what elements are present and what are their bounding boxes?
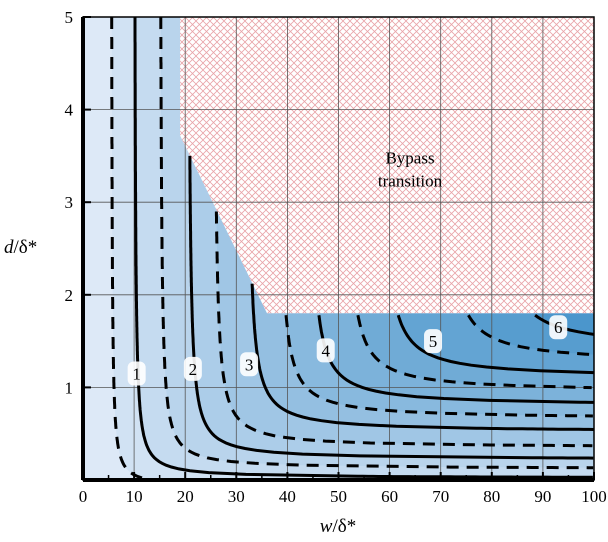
contour-dashed-3.5 — [284, 315, 593, 418]
y-tick-label-3: 3 — [65, 193, 74, 212]
contour-label-3: 3 — [240, 352, 259, 377]
y-axis-label-unit: /δ* — [14, 237, 38, 258]
contour-label-1: 1 — [127, 361, 146, 386]
x-tick-label-40: 40 — [279, 487, 296, 506]
y-tick-label-5: 5 — [65, 8, 74, 27]
x-tick-label-90: 90 — [534, 487, 551, 506]
contour-dashed-1.5 — [159, 17, 594, 470]
contour-lines — [110, 17, 594, 480]
contour-label-5: 5 — [424, 329, 443, 354]
region-label-line2: transition — [378, 171, 443, 190]
x-axis-label-variable: w — [320, 516, 333, 537]
y-axis-label: d/δ* — [4, 237, 37, 258]
contour-label-2: 2 — [183, 356, 202, 381]
contour-label-bg — [183, 356, 202, 381]
y-tick-label-4: 4 — [65, 101, 74, 120]
x-tick-label-10: 10 — [126, 487, 143, 506]
contour-label-bg — [240, 352, 259, 377]
contour-label-6: 6 — [549, 315, 568, 340]
x-tick-label-70: 70 — [432, 487, 449, 506]
contour-label-bg — [127, 361, 146, 386]
region-label-line1: Bypass — [385, 148, 434, 167]
contour-dashed-5.5 — [467, 314, 594, 357]
contour-label-bg — [549, 315, 568, 340]
x-tick-label-60: 60 — [381, 487, 398, 506]
contour-label-text: 4 — [321, 341, 330, 360]
x-tick-label-20: 20 — [177, 487, 194, 506]
contour-solid-2 — [188, 155, 594, 460]
contour-labels: 1 2 3 4 5 6 — [127, 315, 568, 386]
grid-lines — [83, 17, 594, 480]
x-tick-label-0: 0 — [79, 487, 88, 506]
x-axis-label: w/δ* — [320, 516, 356, 537]
contour-label-text: 3 — [245, 355, 254, 374]
contour-label-bg — [316, 338, 335, 363]
x-tick-label-100: 100 — [581, 487, 607, 506]
contour-label-text: 6 — [554, 318, 563, 337]
y-tick-label-1: 1 — [65, 378, 74, 397]
x-axis-label-unit: /δ* — [332, 516, 356, 537]
x-tick-label-50: 50 — [330, 487, 347, 506]
contour-label-text: 5 — [429, 332, 438, 351]
y-tick-label-2: 2 — [65, 286, 74, 305]
contour-label-text: 2 — [189, 360, 198, 379]
contour-label-text: 1 — [132, 365, 141, 384]
contour-dashed-0.5 — [110, 17, 161, 480]
contour-label-4: 4 — [316, 338, 335, 363]
axis-ticks: 0 10 20 30 40 50 60 70 80 90 100 1 2 3 4 5 — [65, 8, 607, 506]
contour-label-bg — [424, 329, 443, 354]
contour-solid-3 — [250, 283, 594, 431]
contour-dashed-4.5 — [356, 314, 592, 390]
x-tick-label-80: 80 — [483, 487, 500, 506]
contour-dashed-2.5 — [214, 211, 593, 448]
x-tick-label-30: 30 — [228, 487, 245, 506]
contour-solid-5 — [396, 314, 594, 375]
contour-solid-1 — [133, 17, 593, 479]
y-axis-label-variable: d — [4, 237, 14, 258]
bypass-transition-region — [180, 17, 594, 314]
